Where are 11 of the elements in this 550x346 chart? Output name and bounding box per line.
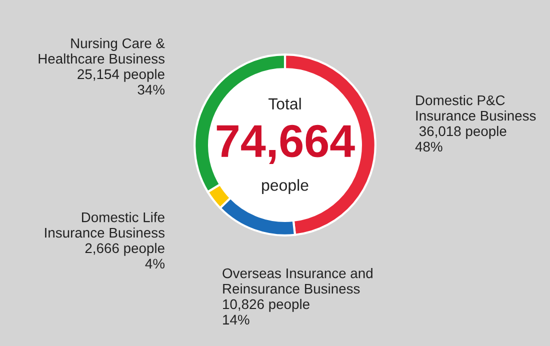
slice-label: Overseas Insurance and Reinsurance Business [222, 268, 372, 294]
slice-label: Domestic Life Insurance Business [45, 212, 165, 238]
data-label: 2,666 people 4% [85, 242, 165, 269]
data-label: 25,154 people 34% [78, 68, 165, 95]
text: people [262, 179, 308, 194]
slice-label: Domestic P&C Insurance Business [416, 95, 536, 121]
text: Total [268, 98, 301, 110]
text: 74,664 [216, 124, 355, 164]
data-label: 10,826 people 14% [223, 298, 310, 325]
slice-label: Nursing Care & Healthcare Business [38, 38, 165, 64]
data-label: 36,018 people 48% [415, 126, 506, 152]
